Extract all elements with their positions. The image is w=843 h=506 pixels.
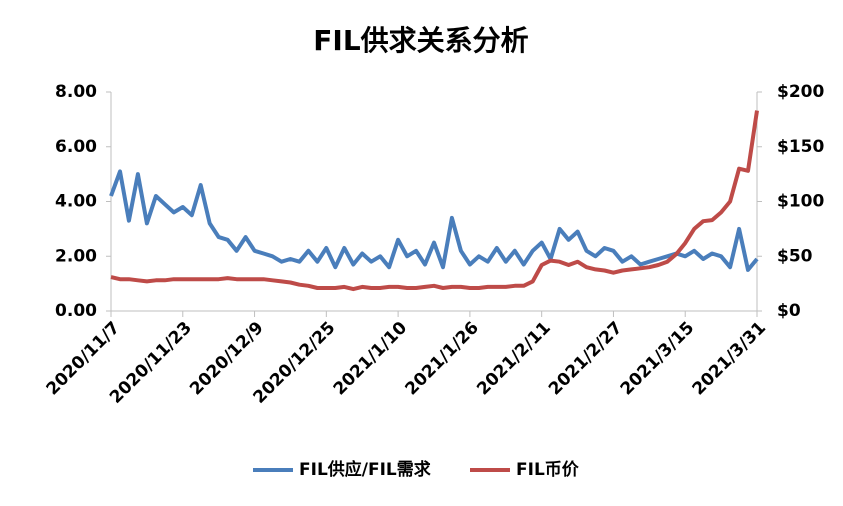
y-tick-label: 2.00 xyxy=(55,246,97,266)
y-tick-label: 0.00 xyxy=(55,301,97,321)
y-tick-label: 8.00 xyxy=(55,82,97,102)
series-line xyxy=(109,169,759,272)
y-tick-label: 6.00 xyxy=(55,137,97,157)
y2-tick-label: $200 xyxy=(777,82,824,102)
legend-label: FIL供应/FIL需求 xyxy=(299,459,431,480)
chart-title: FIL供求关系分析 xyxy=(313,24,528,57)
series-line xyxy=(110,110,759,292)
y2-tick-label: $100 xyxy=(777,192,824,212)
y2-tick-label: $150 xyxy=(777,137,824,157)
legend-label: FIL币价 xyxy=(516,460,580,480)
y2-tick-label: $0 xyxy=(777,301,801,321)
y2-tick-label: $50 xyxy=(777,246,813,266)
y-tick-label: 4.00 xyxy=(55,192,97,212)
